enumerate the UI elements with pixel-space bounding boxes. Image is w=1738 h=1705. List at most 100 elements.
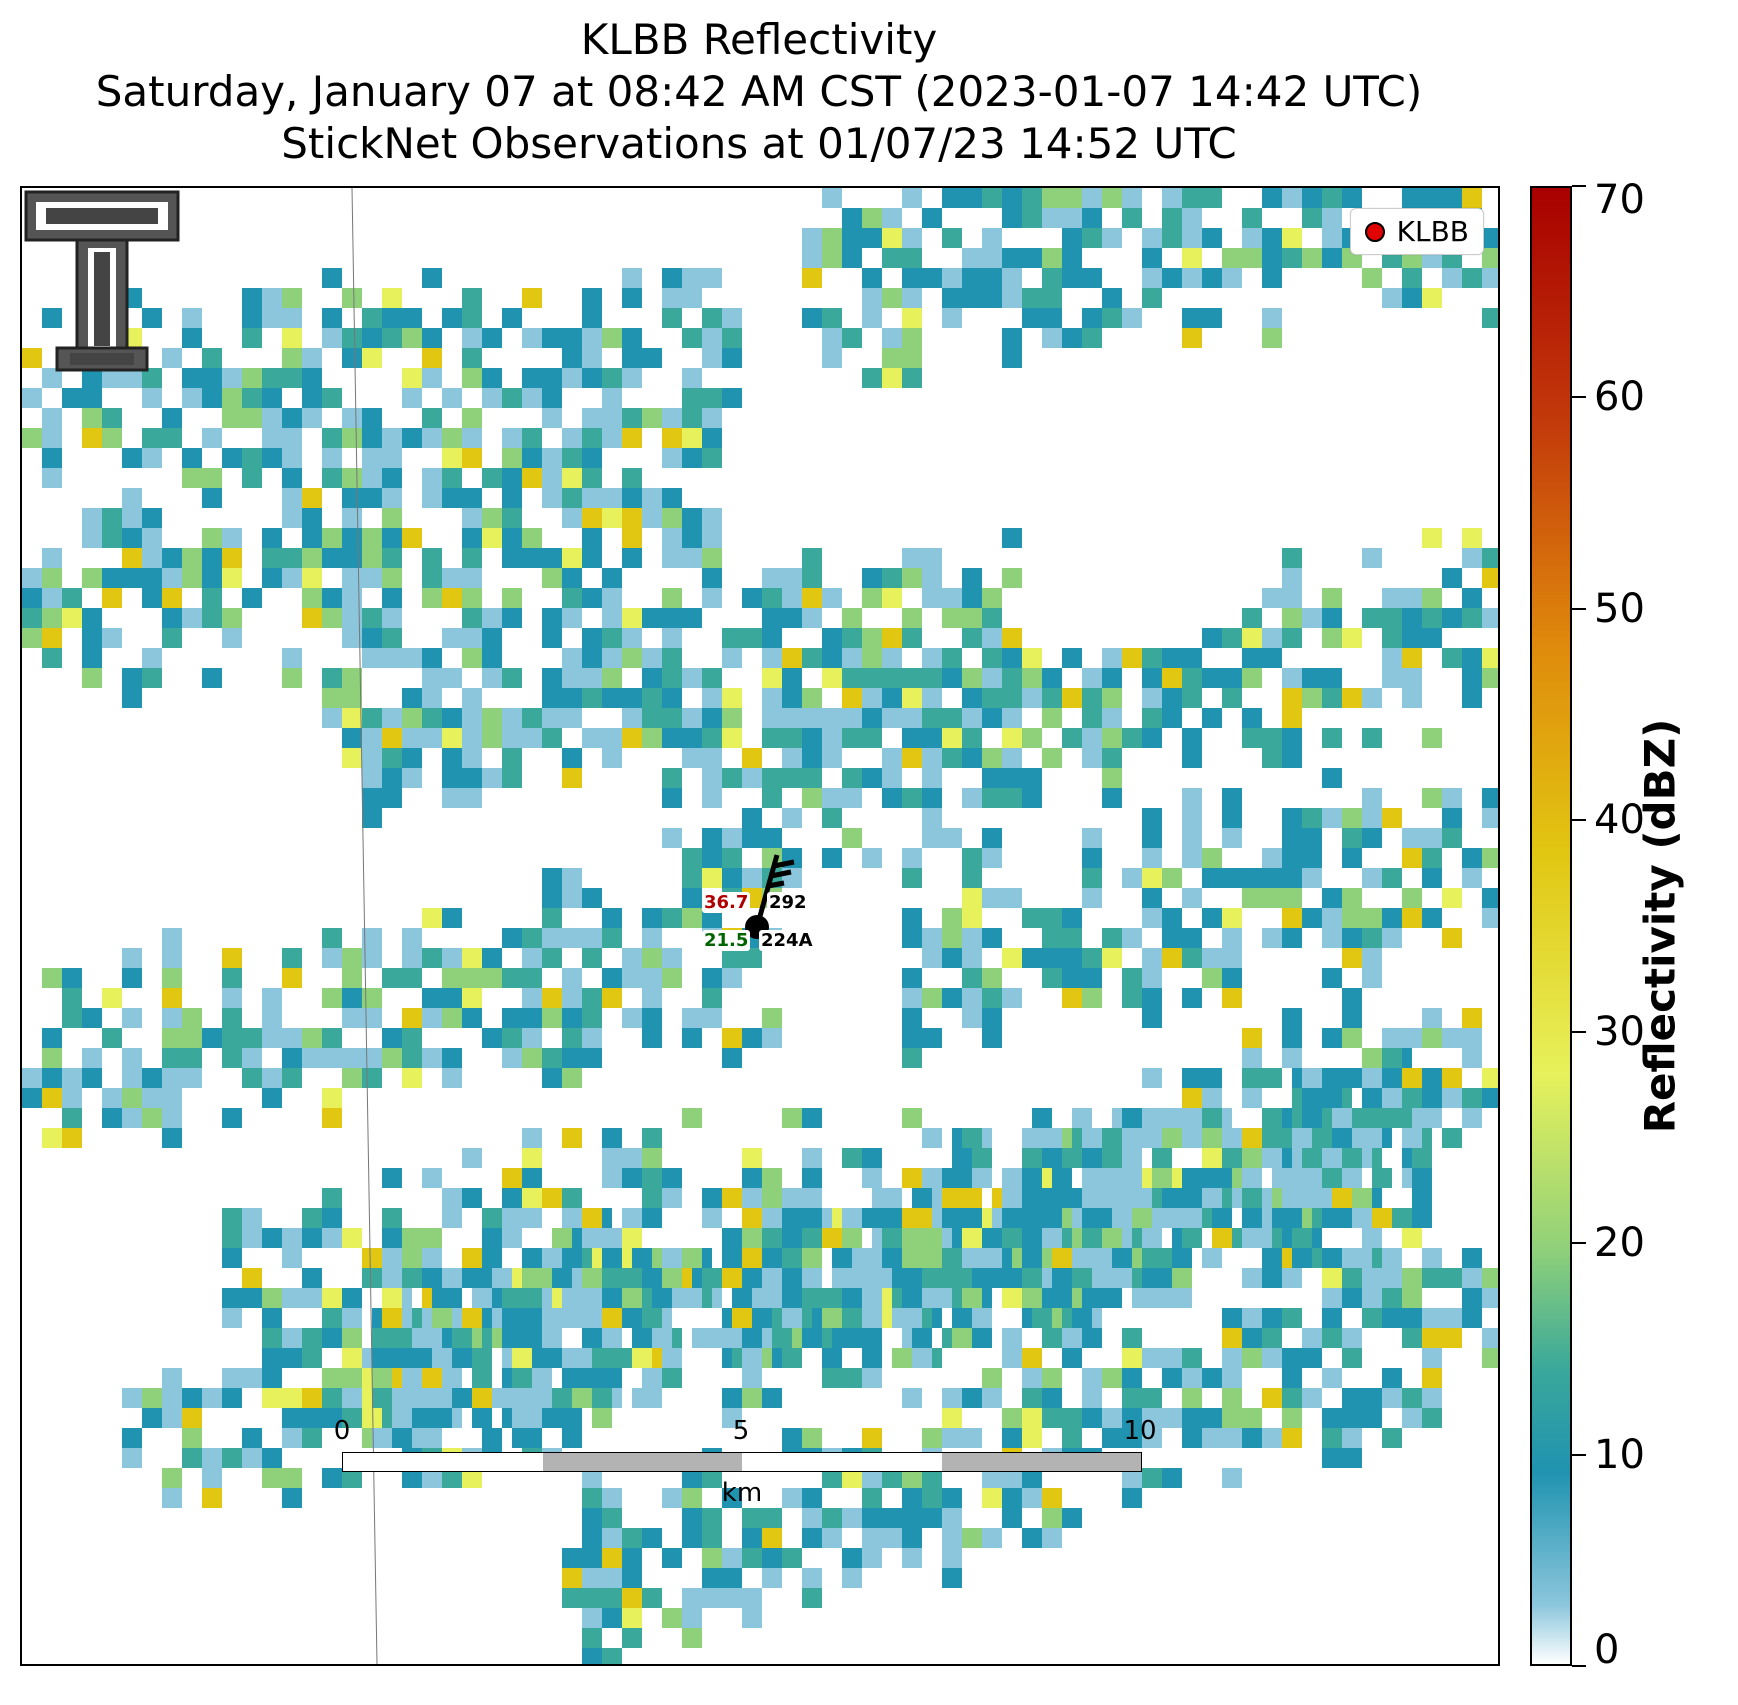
radar-gate xyxy=(562,1068,582,1088)
radar-gate xyxy=(1302,1068,1322,1088)
radar-gate xyxy=(702,1188,722,1208)
radar-gate xyxy=(1422,608,1442,628)
radar-gate xyxy=(382,1248,402,1268)
radar-gate xyxy=(402,688,422,708)
radar-gate xyxy=(222,1368,242,1388)
radar-gate xyxy=(1082,268,1102,288)
radar-gate xyxy=(442,588,462,608)
radar-gate xyxy=(962,728,982,748)
radar-gate xyxy=(382,968,402,988)
radar-gate xyxy=(402,748,422,768)
radar-gate xyxy=(682,1488,702,1508)
radar-gate xyxy=(902,1008,922,1028)
radar-gate xyxy=(802,788,822,808)
radar-gate xyxy=(382,728,402,748)
radar-gate xyxy=(1442,1328,1462,1348)
radar-gate xyxy=(1082,728,1102,748)
radar-gate xyxy=(1022,1228,1042,1248)
radar-gate xyxy=(802,1428,822,1448)
radar-gate xyxy=(572,1368,592,1388)
radar-gate xyxy=(1182,1348,1202,1368)
radar-gate xyxy=(882,1528,902,1548)
radar-gate xyxy=(922,748,942,768)
radar-gate xyxy=(242,1268,262,1288)
radar-gate xyxy=(802,248,822,268)
radar-gate xyxy=(392,1348,412,1368)
radar-gate xyxy=(1042,1148,1062,1168)
radar-gate xyxy=(262,1008,282,1028)
radar-gate xyxy=(642,1028,662,1048)
radar-gate xyxy=(622,1268,642,1288)
radar-gate xyxy=(682,1588,702,1608)
radar-gate xyxy=(522,728,542,748)
radar-gate xyxy=(382,748,402,768)
radar-gate xyxy=(502,308,522,328)
radar-gate xyxy=(242,408,262,428)
radar-gate xyxy=(962,248,982,268)
radar-gate xyxy=(762,1008,782,1028)
radar-gate xyxy=(1082,228,1102,248)
radar-gate xyxy=(142,368,162,388)
radar-gate xyxy=(442,568,462,588)
radar-gate xyxy=(942,748,962,768)
radar-gate xyxy=(302,1388,322,1408)
radar-gate xyxy=(1342,1028,1362,1048)
radar-gate xyxy=(1142,968,1162,988)
radar-gate xyxy=(942,828,962,848)
radar-gate xyxy=(1282,1028,1302,1048)
radar-gate xyxy=(502,448,522,468)
radar-gate xyxy=(262,1308,282,1328)
radar-gate xyxy=(1212,1208,1232,1228)
radar-gate xyxy=(1062,948,1082,968)
radar-gate xyxy=(462,1248,482,1268)
radar-gate xyxy=(372,1328,392,1348)
radar-gate xyxy=(362,708,382,728)
radar-gate xyxy=(752,1308,772,1328)
radar-gate xyxy=(1482,908,1498,928)
radar-gate xyxy=(982,268,1002,288)
radar-gate xyxy=(1462,648,1482,668)
radar-gate xyxy=(1122,1188,1142,1208)
radar-gate xyxy=(382,1028,402,1048)
radar-gate xyxy=(1182,188,1202,208)
radar-gate xyxy=(42,968,62,988)
radar-gate xyxy=(1262,1348,1282,1368)
radar-gate xyxy=(902,1468,922,1488)
radar-gate xyxy=(162,968,182,988)
radar-gate xyxy=(962,988,982,1008)
radar-gate xyxy=(1262,1148,1282,1168)
radar-gate xyxy=(1422,628,1442,648)
radar-gate xyxy=(1262,188,1282,208)
radar-map[interactable]: KLBB 36.7 292 21.5 224A xyxy=(20,186,1500,1666)
radar-gate xyxy=(22,568,42,588)
radar-gate xyxy=(662,668,682,688)
radar-gate xyxy=(1022,1428,1042,1448)
radar-gate xyxy=(1362,728,1382,748)
radar-gate xyxy=(952,1148,972,1168)
radar-gate xyxy=(1402,848,1422,868)
radar-gate xyxy=(142,1408,162,1428)
radar-gate xyxy=(1222,268,1242,288)
radar-gate xyxy=(462,988,482,1008)
radar-gate xyxy=(942,928,962,948)
radar-gate xyxy=(1352,1108,1372,1128)
radar-gate xyxy=(342,1328,362,1348)
radar-gate xyxy=(342,1308,362,1328)
radar-gate xyxy=(522,328,542,348)
radar-gate xyxy=(562,648,582,668)
radar-gate xyxy=(422,1428,442,1448)
radar-gate xyxy=(1482,268,1498,288)
radar-gate xyxy=(262,1088,282,1108)
radar-gate xyxy=(942,1248,962,1268)
radar-gate xyxy=(982,668,1002,688)
radar-gate xyxy=(1282,1428,1302,1448)
radar-gate xyxy=(462,368,482,388)
radar-gate xyxy=(1222,1388,1242,1408)
radar-gate xyxy=(1142,828,1162,848)
radar-gate xyxy=(282,368,302,388)
radar-gate xyxy=(1342,688,1362,708)
radar-gate xyxy=(832,1268,852,1288)
radar-gate xyxy=(1182,208,1202,228)
radar-gate xyxy=(722,1408,742,1428)
radar-gate xyxy=(202,588,222,608)
